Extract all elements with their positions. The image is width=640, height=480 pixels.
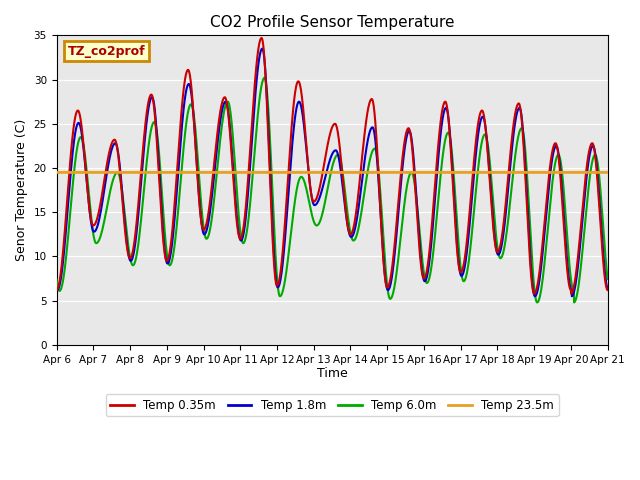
Y-axis label: Senor Temperature (C): Senor Temperature (C) (15, 119, 28, 261)
X-axis label: Time: Time (317, 367, 348, 381)
Legend: Temp 0.35m, Temp 1.8m, Temp 6.0m, Temp 23.5m: Temp 0.35m, Temp 1.8m, Temp 6.0m, Temp 2… (106, 394, 559, 416)
Title: CO2 Profile Sensor Temperature: CO2 Profile Sensor Temperature (210, 15, 454, 30)
Text: TZ_co2prof: TZ_co2prof (68, 45, 145, 58)
